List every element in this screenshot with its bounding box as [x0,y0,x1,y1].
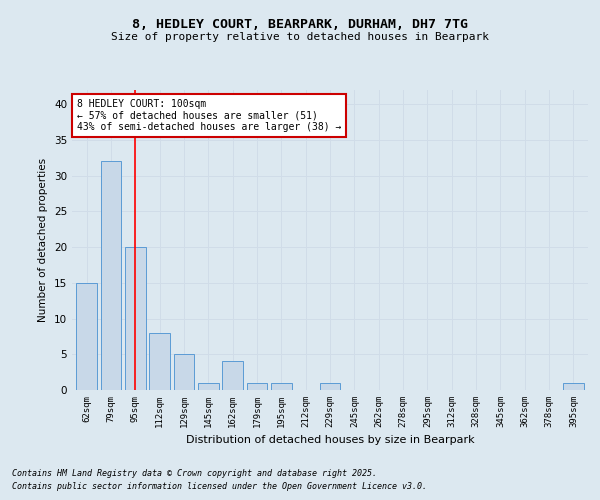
Bar [101,162,121,390]
Bar [198,383,218,390]
Bar [247,383,268,390]
Text: 8 HEDLEY COURT: 100sqm
← 57% of detached houses are smaller (51)
43% of semi-det: 8 HEDLEY COURT: 100sqm ← 57% of detached… [77,99,341,132]
Bar [149,333,170,390]
Y-axis label: Number of detached properties: Number of detached properties [38,158,49,322]
Bar [125,247,146,390]
Text: Contains public sector information licensed under the Open Government Licence v3: Contains public sector information licen… [12,482,427,491]
Text: 8, HEDLEY COURT, BEARPARK, DURHAM, DH7 7TG: 8, HEDLEY COURT, BEARPARK, DURHAM, DH7 7… [132,18,468,30]
Bar [563,383,584,390]
Bar [76,283,97,390]
Bar [271,383,292,390]
Bar [320,383,340,390]
Bar [222,362,243,390]
X-axis label: Distribution of detached houses by size in Bearpark: Distribution of detached houses by size … [185,436,475,446]
Bar [173,354,194,390]
Text: Size of property relative to detached houses in Bearpark: Size of property relative to detached ho… [111,32,489,42]
Text: Contains HM Land Registry data © Crown copyright and database right 2025.: Contains HM Land Registry data © Crown c… [12,468,377,477]
